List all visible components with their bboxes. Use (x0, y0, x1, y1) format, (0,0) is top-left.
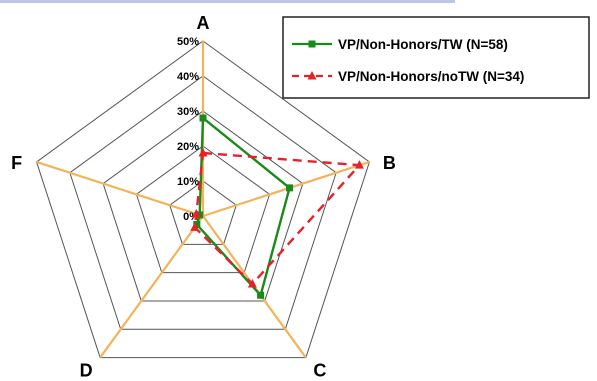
gridline-10 (169, 180, 237, 245)
radial-tick-labels: 0%10%20%30%40%50% (177, 36, 199, 223)
data-point-C (257, 291, 265, 299)
axis-labels: A B C D F (11, 13, 396, 381)
data-point-F (191, 208, 201, 218)
tick-label: 30% (177, 106, 199, 118)
gridline-40 (69, 75, 337, 330)
radar-grid (35, 40, 371, 359)
data-point-F (196, 211, 204, 219)
legend-marker (308, 40, 316, 48)
legend-label: VP/Non-Honors/noTW (N=34) (338, 69, 524, 84)
data-point-C (247, 278, 257, 288)
legend-marker (307, 71, 317, 80)
legend-entry: VP/Non-Honors/noTW (N=34) (292, 69, 524, 84)
gridline-20 (135, 145, 271, 274)
data-point-A (198, 148, 208, 157)
spoke-D (99, 215, 204, 359)
series-line (193, 151, 361, 286)
spoke-F (36, 160, 204, 218)
legend-box (282, 16, 590, 99)
legend-label: VP/Non-Honors/TW (N=58) (338, 37, 508, 52)
data-point-A (199, 114, 207, 122)
axis-label-D: D (80, 361, 93, 381)
data-point-B (354, 160, 364, 169)
axis-label-B: B (383, 153, 396, 173)
gridline-50 (35, 40, 371, 359)
top-rule (0, 0, 455, 3)
axis-label-F: F (11, 153, 22, 173)
tick-label: 20% (177, 141, 199, 153)
gridline-30 (102, 110, 304, 302)
data-point-B (286, 184, 294, 192)
tick-label: 40% (177, 71, 199, 83)
axis-label-A: A (197, 13, 210, 33)
tick-label: 50% (177, 36, 199, 48)
data-point-D (193, 220, 201, 228)
legend-entry: VP/Non-Honors/TW (N=58) (292, 37, 508, 52)
data-point-D (190, 222, 200, 231)
series-layer (190, 114, 364, 299)
axis-label-C: C (313, 361, 326, 381)
series-2 (190, 148, 364, 288)
legend: VP/Non-Honors/TW (N=58) VP/Non-Honors/noT… (282, 16, 590, 99)
tick-label: 10% (177, 176, 199, 188)
